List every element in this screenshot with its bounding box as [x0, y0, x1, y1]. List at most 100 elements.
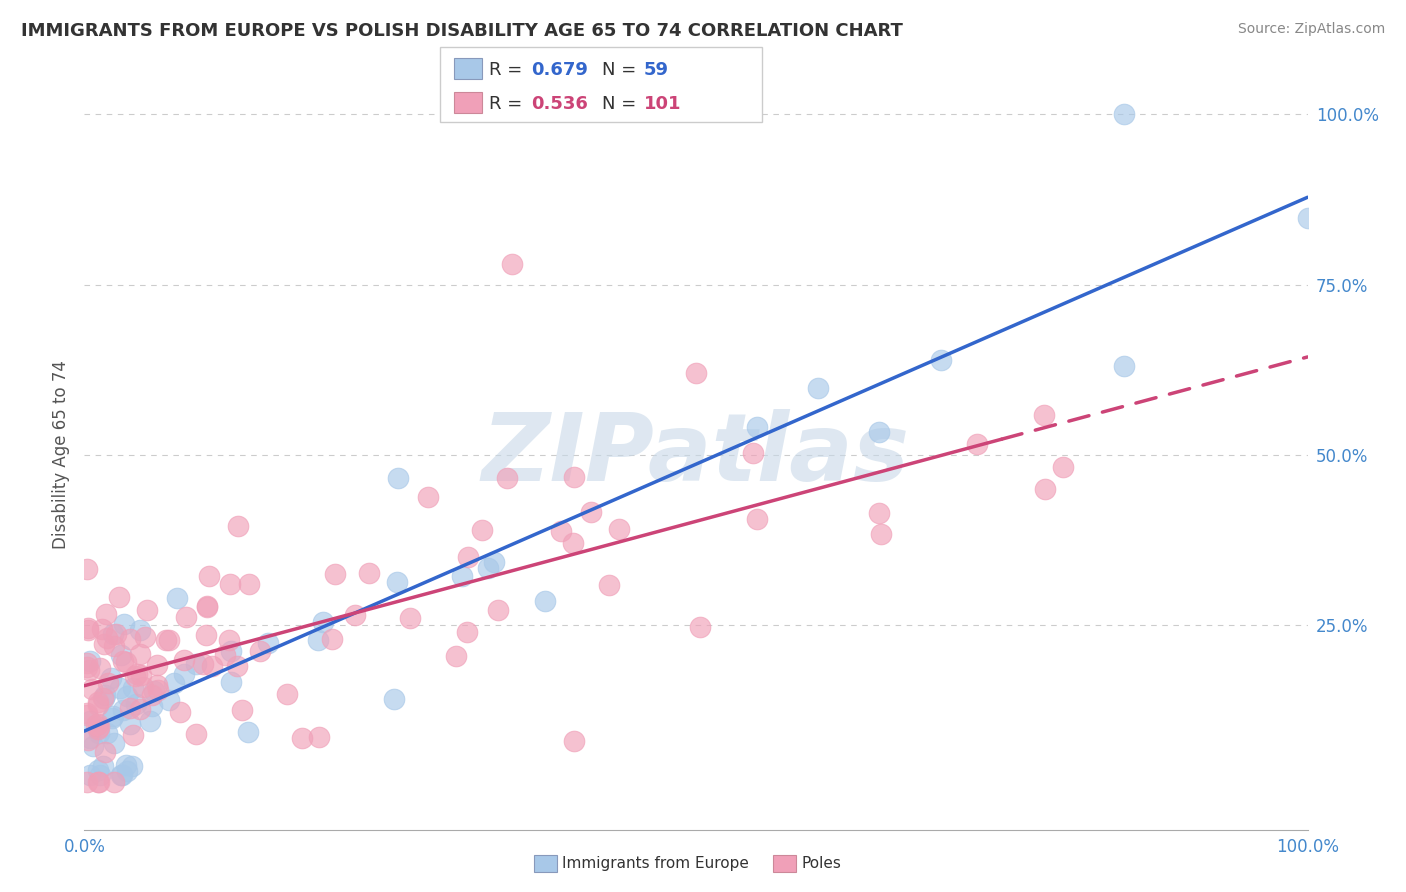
- Point: [94, 607, 117, 621]
- Text: Poles: Poles: [801, 856, 841, 871]
- Point: [193, 657, 215, 672]
- Point: [307, 633, 329, 648]
- Point: [457, 550, 479, 565]
- Point: [118, 717, 141, 731]
- Point: [79, 768, 101, 782]
- Point: [93, 691, 115, 706]
- Point: [79, 663, 101, 677]
- Point: [155, 632, 177, 647]
- Point: [146, 678, 169, 692]
- Point: [321, 632, 343, 646]
- Text: Source: ZipAtlas.com: Source: ZipAtlas.com: [1237, 22, 1385, 37]
- Text: 0.536: 0.536: [531, 95, 588, 112]
- Point: [146, 683, 169, 698]
- Point: [108, 681, 131, 696]
- Point: [100, 671, 122, 685]
- Point: [219, 644, 242, 658]
- Point: [1114, 359, 1136, 373]
- Point: [142, 684, 165, 698]
- Point: [221, 675, 243, 690]
- Point: [94, 745, 117, 759]
- Point: [103, 640, 125, 654]
- Point: [157, 692, 180, 706]
- Point: [966, 437, 988, 451]
- Point: [87, 775, 110, 789]
- Point: [742, 445, 765, 459]
- Point: [82, 681, 104, 696]
- Point: [385, 574, 408, 589]
- Point: [122, 681, 145, 695]
- Point: [174, 609, 197, 624]
- Point: [76, 656, 98, 670]
- Point: [236, 725, 259, 739]
- Point: [79, 654, 101, 668]
- Point: [685, 366, 707, 380]
- Point: [256, 636, 278, 650]
- Point: [444, 648, 467, 663]
- Point: [139, 714, 162, 729]
- Point: [477, 561, 499, 575]
- Text: R =: R =: [489, 95, 529, 112]
- Point: [82, 739, 104, 753]
- Point: [79, 731, 101, 745]
- Point: [141, 698, 163, 713]
- Point: [1114, 107, 1136, 121]
- Point: [173, 653, 195, 667]
- Point: [105, 627, 128, 641]
- Point: [89, 768, 111, 782]
- Point: [870, 527, 893, 541]
- Point: [579, 505, 602, 519]
- Point: [929, 352, 952, 367]
- Text: R =: R =: [489, 61, 529, 78]
- Point: [93, 637, 115, 651]
- Point: [146, 658, 169, 673]
- Text: N =: N =: [602, 95, 641, 112]
- Text: 0.679: 0.679: [531, 61, 588, 78]
- Point: [114, 655, 136, 669]
- Point: [357, 566, 380, 581]
- Point: [131, 680, 153, 694]
- Point: [747, 511, 769, 525]
- Point: [115, 764, 138, 778]
- Point: [97, 675, 120, 690]
- Point: [111, 768, 134, 782]
- Point: [96, 726, 118, 740]
- Point: [218, 632, 240, 647]
- Point: [76, 775, 98, 789]
- Point: [129, 648, 152, 662]
- Point: [76, 562, 98, 576]
- Text: ZIPatlas: ZIPatlas: [482, 409, 910, 501]
- Point: [562, 470, 585, 484]
- Point: [807, 381, 830, 395]
- Point: [486, 602, 509, 616]
- Point: [101, 711, 124, 725]
- Point: [129, 667, 152, 681]
- Point: [96, 632, 118, 646]
- Point: [689, 620, 711, 634]
- Point: [198, 568, 221, 582]
- Text: IMMIGRANTS FROM EUROPE VS POLISH DISABILITY AGE 65 TO 74 CORRELATION CHART: IMMIGRANTS FROM EUROPE VS POLISH DISABIL…: [21, 22, 903, 40]
- Point: [312, 615, 335, 629]
- Point: [609, 522, 631, 536]
- Point: [1033, 482, 1056, 496]
- Point: [114, 758, 136, 772]
- Point: [124, 669, 146, 683]
- Point: [184, 727, 207, 741]
- Point: [561, 535, 583, 549]
- Point: [1033, 408, 1056, 422]
- Point: [226, 519, 249, 533]
- Point: [93, 758, 115, 772]
- Point: [118, 701, 141, 715]
- Point: [87, 775, 110, 789]
- Point: [103, 775, 125, 789]
- Point: [238, 576, 260, 591]
- Point: [534, 594, 557, 608]
- Point: [87, 721, 110, 735]
- Point: [86, 718, 108, 732]
- Point: [122, 728, 145, 742]
- Point: [90, 622, 112, 636]
- Point: [86, 695, 108, 709]
- Point: [141, 688, 163, 702]
- Point: [166, 591, 188, 606]
- Point: [134, 631, 156, 645]
